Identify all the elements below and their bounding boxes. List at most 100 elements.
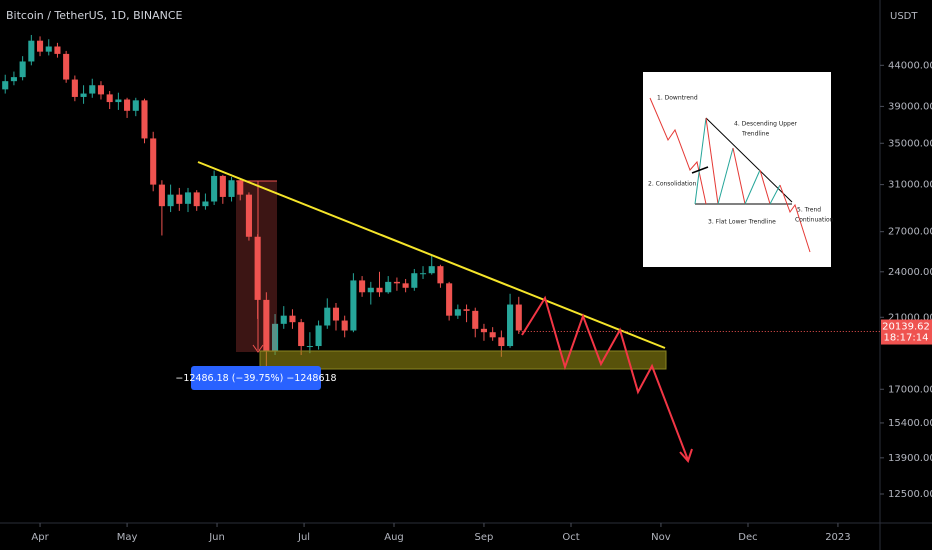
candle-body (515, 304, 522, 331)
candle-body (97, 85, 105, 95)
candle-body (376, 287, 383, 293)
candle-body (324, 307, 331, 326)
candle-body (272, 323, 279, 352)
x-tick-label: 2023 (825, 532, 850, 543)
x-tick-label: Aug (384, 532, 404, 543)
last-price-tag (881, 319, 932, 345)
candle-body (463, 309, 470, 311)
candle-body (306, 346, 313, 348)
x-tick-label: Dec (738, 532, 757, 543)
diagram-leg (705, 117, 719, 205)
candle-body (289, 315, 296, 323)
candle-body (184, 192, 192, 204)
countdown: 18:17:14 (884, 333, 929, 344)
candle-body (245, 194, 252, 237)
measure-box (236, 181, 277, 352)
y-tick-label: 31000.00 (888, 180, 932, 191)
candle-body (150, 138, 157, 185)
x-tick-label: Apr (31, 532, 49, 543)
candle-body (385, 281, 392, 293)
y-tick-label: 35000.00 (888, 138, 932, 149)
candle-body (419, 273, 427, 275)
measure-label: −12486.18 (−39.75%) −1248618 (175, 373, 336, 384)
candle-body (132, 100, 139, 111)
candle-body (106, 94, 113, 103)
candle-body (45, 46, 52, 52)
candle-body (176, 194, 183, 204)
diagram-label: Trendline (741, 131, 770, 138)
x-tick-label: Nov (651, 532, 671, 543)
measure-arrow (252, 344, 264, 353)
candle-body (158, 184, 165, 207)
candle-body (359, 280, 366, 293)
trendline (197, 161, 666, 349)
candle-body (280, 315, 287, 324)
candle-body (411, 273, 418, 288)
diagram-background (643, 72, 831, 267)
x-tick-label: Jul (297, 532, 310, 543)
diagram-upper-line (705, 117, 793, 203)
diagram-leg (759, 169, 771, 205)
candle-body (480, 328, 488, 333)
diagram-leg (744, 169, 761, 205)
candle-body (19, 61, 26, 78)
diagram-label: 5. Trend (797, 207, 821, 214)
diagram-leg (717, 147, 734, 205)
candle-body (507, 304, 514, 347)
candle-body (89, 85, 96, 94)
candle-body (489, 332, 496, 338)
candle-body (10, 77, 17, 82)
candle-body (202, 201, 209, 207)
candle-body (315, 325, 322, 347)
diagram-leg (769, 184, 781, 205)
y-tick-label: 44000.00 (888, 60, 932, 71)
y-tick-label: 21000.00 (888, 312, 932, 323)
diagram-leg (694, 117, 707, 205)
candle-body (124, 99, 131, 111)
x-tick-label: Oct (562, 532, 579, 543)
y-tick-label: 39000.00 (888, 101, 932, 112)
candle-body (54, 46, 61, 54)
diagram-arrow (691, 166, 709, 174)
candle-body (437, 266, 444, 284)
candle-body (472, 310, 479, 329)
y-tick-label: 17000.00 (888, 384, 932, 395)
diagram-continuation (779, 184, 811, 253)
candle-body (2, 81, 9, 90)
candle-body (446, 283, 453, 316)
diagram-label: 4. Descending Upper (734, 121, 798, 128)
diagram-label: 3. Flat Lower Trendline (708, 219, 776, 226)
diagram-downtrend (649, 97, 707, 205)
candle-body (298, 322, 305, 347)
candle-body (115, 99, 122, 103)
last-price: 20139.62 (882, 322, 930, 333)
support-zone (259, 350, 667, 370)
diagram-label: 1. Downtrend (657, 95, 698, 102)
candle-body (211, 175, 218, 202)
candle-body (28, 40, 35, 62)
pattern-diagram: 1. Downtrend 4. Descending Upper Trendli… (643, 72, 834, 267)
axes: 44000.00 39000.00 35000.00 31000.00 27000.00… (31, 60, 932, 543)
candle-body (193, 192, 200, 207)
candle-body (263, 299, 270, 352)
candle-body (350, 280, 357, 331)
chart-title: Bitcoin / TetherUS, 1D, BINANCE (6, 9, 183, 22)
y-tick-label: 24000.00 (888, 267, 932, 278)
candle-body (454, 309, 461, 316)
candle-body (332, 307, 340, 321)
candle-body (402, 283, 409, 288)
candle-body (498, 337, 505, 347)
candle-body (341, 320, 348, 331)
candle-body (141, 100, 148, 139)
candle-body (80, 93, 87, 97)
x-tick-label: Sep (475, 532, 494, 543)
candle-body (167, 194, 174, 207)
candle-body (367, 287, 374, 293)
candle-body (63, 53, 70, 80)
candle-body (237, 180, 244, 195)
candle-body (393, 281, 400, 284)
candle-body (36, 40, 44, 52)
diagram-label: Continuation (795, 217, 834, 224)
diagram-leg (732, 147, 746, 205)
